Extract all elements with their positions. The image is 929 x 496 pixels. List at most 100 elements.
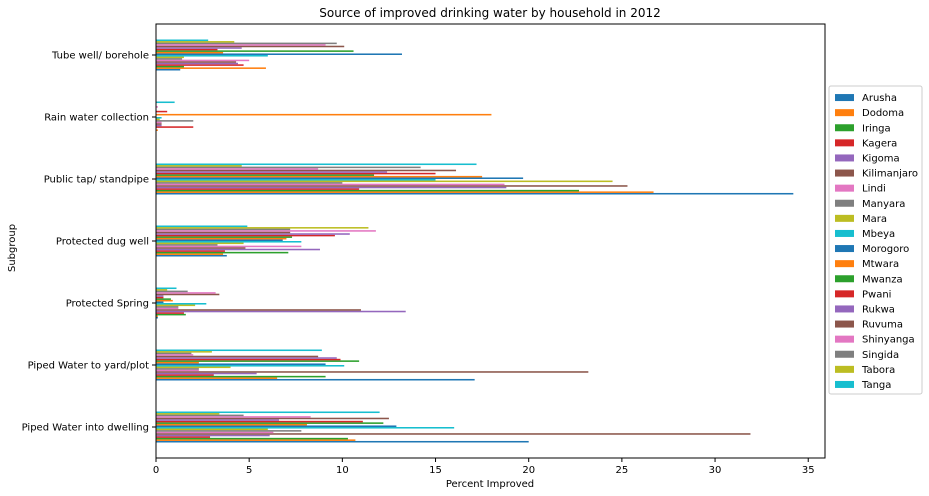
bar-pwani-3 xyxy=(156,234,335,237)
y-tick-label: Protected dug well xyxy=(56,237,149,248)
legend-label-tanga: Tanga xyxy=(861,380,891,391)
bar-mbeya-0 xyxy=(156,427,455,429)
bar-kilimanjaro-2 xyxy=(156,309,361,311)
bar-manyara-2 xyxy=(156,306,179,308)
bar-tabora-6 xyxy=(156,41,235,43)
bar-mbeya-6 xyxy=(156,55,268,57)
y-tick-label: Tube well/ borehole xyxy=(51,51,149,62)
x-tick-label: 35 xyxy=(802,465,815,476)
bar-dodoma-2 xyxy=(156,315,158,317)
bar-kagera-5 xyxy=(156,126,194,128)
bar-mtwara-2 xyxy=(156,299,173,302)
legend-label-shinyanga: Shinyanga xyxy=(862,335,915,346)
bar-pwani-0 xyxy=(156,420,363,423)
bar-tabora-4 xyxy=(156,165,242,167)
bar-mwanza-4 xyxy=(156,174,375,176)
bar-morogoro-3 xyxy=(156,239,283,241)
bar-rukwa-0 xyxy=(156,419,279,421)
bar-mara-3 xyxy=(156,242,244,245)
legend-swatch-morogoro xyxy=(835,245,854,253)
bar-mtwara-3 xyxy=(156,237,287,240)
bar-ruvuma-0 xyxy=(156,417,389,420)
bar-shinyanga-1 xyxy=(156,354,194,356)
bar-dodoma-3 xyxy=(156,253,224,255)
bar-ruvuma-6 xyxy=(156,45,345,48)
y-tick-label: Public tap/ standpipe xyxy=(44,175,149,186)
bar-manyara-5 xyxy=(156,120,194,122)
bar-kilimanjaro-3 xyxy=(156,247,246,249)
bar-kigoma-5 xyxy=(156,124,162,127)
bar-shinyanga-3 xyxy=(156,230,376,232)
bar-kilimanjaro-1 xyxy=(156,371,589,373)
bar-kagera-0 xyxy=(156,436,211,438)
bar-tanga-5 xyxy=(156,101,175,104)
bar-mtwara-4 xyxy=(156,175,483,178)
bar-arusha-0 xyxy=(156,440,529,443)
bar-kagera-4 xyxy=(156,188,360,190)
y-tick-label: Protected Spring xyxy=(66,299,149,310)
bar-mara-5 xyxy=(156,118,160,121)
bar-mara-1 xyxy=(156,366,231,369)
bar-iringa-1 xyxy=(156,375,326,378)
bar-tanga-2 xyxy=(156,287,177,290)
legend-box xyxy=(828,85,923,395)
y-tick-label: Piped Water to yard/plot xyxy=(28,361,150,372)
bar-tabora-0 xyxy=(156,413,220,415)
bar-mtwara-5 xyxy=(156,113,492,116)
legend-swatch-ruvuma xyxy=(835,320,854,328)
legend-swatch-kilimanjaro xyxy=(835,169,854,177)
bar-pwani-2 xyxy=(156,296,164,299)
bar-shinyanga-4 xyxy=(156,168,319,170)
bars-layer xyxy=(156,39,794,443)
bar-kilimanjaro-5 xyxy=(156,123,162,125)
bar-mwanza-2 xyxy=(156,298,171,300)
bar-arusha-3 xyxy=(156,254,227,257)
bar-pwani-1 xyxy=(156,358,341,361)
bar-manyara-0 xyxy=(156,430,302,432)
legend-label-mbeya: Mbeya xyxy=(862,229,895,240)
legend: Arusha Dodoma Iringa Kagera Kigoma Kilimanjar… xyxy=(828,85,923,395)
bar-shinyanga-5 xyxy=(156,106,158,108)
legend-label-kigoma: Kigoma xyxy=(862,153,900,164)
bar-mtwara-0 xyxy=(156,423,307,426)
x-tick-label: 5 xyxy=(246,465,252,476)
y-tick-label: Piped Water into dwelling xyxy=(22,423,149,434)
legend-swatch-pwani xyxy=(835,290,854,298)
bar-iringa-3 xyxy=(156,251,289,254)
bar-mbeya-1 xyxy=(156,365,345,367)
bar-mwanza-6 xyxy=(156,50,354,52)
bar-iringa-6 xyxy=(156,65,184,68)
legend-label-mwanza: Mwanza xyxy=(862,274,903,285)
legend-swatch-manyara xyxy=(835,199,854,207)
bar-iringa-0 xyxy=(156,437,348,440)
bar-lindi-4 xyxy=(156,183,505,186)
bar-ruvuma-1 xyxy=(156,355,319,358)
bar-iringa-4 xyxy=(156,189,580,192)
bar-kagera-1 xyxy=(156,374,214,376)
legend-swatch-mara xyxy=(835,214,854,222)
bar-lindi-0 xyxy=(156,431,274,434)
bar-morogoro-6 xyxy=(156,53,402,55)
bar-manyara-3 xyxy=(156,244,218,246)
bar-tabora-2 xyxy=(156,289,168,291)
bar-dodoma-6 xyxy=(156,67,266,69)
bar-dodoma-4 xyxy=(156,191,654,193)
legend-swatch-mbeya xyxy=(835,229,854,237)
bar-kagera-3 xyxy=(156,250,225,252)
bar-shinyanga-0 xyxy=(156,416,311,418)
bar-dodoma-5 xyxy=(156,129,158,131)
bar-arusha-2 xyxy=(156,316,158,319)
legend-swatch-singida xyxy=(835,350,854,358)
x-tick-label: 10 xyxy=(336,465,349,476)
legend-swatch-arusha xyxy=(835,94,854,102)
bar-mwanza-0 xyxy=(156,422,384,424)
legend-label-mara: Mara xyxy=(862,214,887,225)
bar-tabora-1 xyxy=(156,351,212,353)
legend-label-arusha: Arusha xyxy=(862,93,897,104)
bar-kigoma-3 xyxy=(156,248,320,251)
legend-swatch-mwanza xyxy=(835,275,854,283)
legend-swatch-tanga xyxy=(835,380,854,388)
legend-swatch-iringa xyxy=(835,124,854,132)
bar-lindi-3 xyxy=(156,245,302,248)
